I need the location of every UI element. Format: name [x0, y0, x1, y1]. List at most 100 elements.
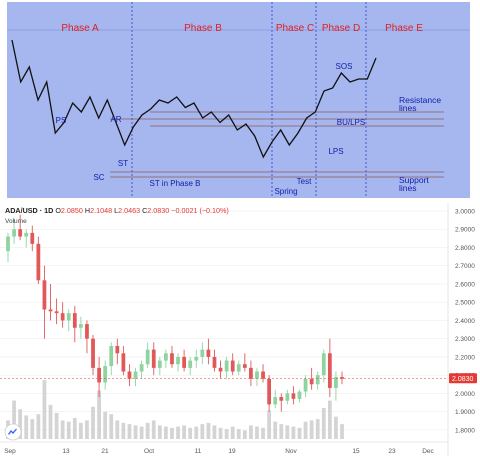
candle [291, 386, 296, 405]
event-label: BU/LPS [337, 118, 365, 127]
x-tick-label: Dec [422, 448, 434, 455]
resistance-label-line1: Resistance [399, 95, 441, 105]
x-tick-label: 19 [228, 448, 236, 455]
volume-bar [18, 409, 23, 439]
candle [170, 345, 174, 368]
candle [327, 338, 332, 398]
volume-bar [164, 426, 168, 439]
volume-bar [24, 415, 29, 439]
last-price-badge [449, 373, 477, 384]
event-label: ST in Phase B [150, 179, 201, 188]
candle [334, 371, 338, 401]
volume-bar [30, 419, 35, 439]
y-tick-label: 2.9000 [455, 227, 475, 234]
candle [133, 367, 138, 387]
volume-bar [194, 426, 199, 439]
volume-bar [91, 406, 95, 439]
volume-bar [315, 419, 320, 439]
candle [206, 338, 211, 365]
candle [224, 356, 229, 379]
volume-bar [139, 426, 144, 439]
volume-bar [157, 425, 162, 439]
event-label: SOS [336, 62, 353, 71]
volume-bar [236, 429, 241, 439]
volume-bar [42, 380, 47, 439]
volume-bar [255, 426, 259, 439]
y-tick-label: 2.3000 [455, 336, 475, 343]
event-label: SC [93, 173, 104, 182]
volume-bar [109, 414, 114, 439]
x-tick-label: Oct [144, 448, 154, 455]
resistance-label-line2: lines [399, 103, 416, 113]
candle [91, 335, 95, 376]
candle [212, 349, 217, 372]
volume-bar [212, 425, 217, 439]
volume-bar [151, 420, 156, 439]
x-tick-label: Nov [285, 448, 297, 455]
volume-bar [36, 414, 41, 439]
candle [236, 360, 241, 376]
volume-bar [267, 410, 272, 439]
volume-bar [115, 420, 120, 439]
volume-bar [334, 416, 338, 439]
event-label: AR [110, 115, 121, 124]
volume-bar [133, 425, 138, 439]
volume-bar [48, 404, 53, 439]
price-path [11, 39, 377, 159]
event-label: PS [56, 116, 67, 125]
candle [182, 349, 186, 372]
candle [42, 265, 47, 339]
svg-text:ADA/USD · 1D O2.0850 H2.1048: ADA/USD · 1D O2.0850 H2.1048 L2.0463 C2.… [5, 206, 229, 215]
phase-label: Phase C [276, 23, 314, 34]
phase-label: Phase B [184, 23, 222, 34]
candle [24, 229, 29, 248]
candle [194, 349, 199, 368]
volume-bar [309, 420, 314, 439]
candle [249, 360, 253, 387]
volume-bar [273, 421, 278, 439]
y-tick-label: 2.0000 [455, 391, 475, 398]
tradingview-logo[interactable] [4, 423, 22, 441]
volume-bar [303, 421, 308, 439]
candle [12, 218, 16, 244]
volume-bar [12, 400, 16, 439]
candle [200, 342, 205, 365]
last-price-label: 2.0830 [452, 376, 474, 383]
volume-bar [327, 400, 332, 439]
candle [139, 360, 144, 379]
candle [85, 320, 89, 354]
candle [188, 356, 193, 376]
volume-bar [60, 420, 65, 439]
candle [6, 232, 10, 263]
candle [30, 225, 35, 252]
candle [103, 360, 108, 390]
y-tick-label: 3.0000 [455, 209, 475, 216]
y-tick-label: 2.5000 [455, 300, 475, 307]
x-tick-label: 21 [101, 448, 109, 455]
candle [230, 353, 235, 376]
volume-bar [72, 417, 77, 439]
x-tick-label: 13 [62, 448, 70, 455]
candle [297, 389, 302, 403]
support-label-line2: lines [399, 183, 416, 193]
candle [176, 353, 180, 372]
volume-bar [103, 411, 108, 439]
volume-bar [121, 422, 126, 439]
candle [218, 360, 223, 379]
y-tick-label: 1.8000 [455, 427, 475, 434]
candle [255, 367, 259, 387]
candle [273, 389, 278, 408]
candle [115, 338, 120, 365]
schematic-background [7, 2, 470, 198]
candle [267, 375, 272, 412]
volume-bar [218, 427, 223, 439]
volume-bar [54, 412, 59, 439]
volume-bar [85, 420, 89, 439]
candle [60, 302, 65, 328]
phase-label: Phase E [385, 23, 423, 34]
volume-bar [206, 422, 211, 439]
candle [321, 349, 326, 383]
x-tick-label: 11 [195, 448, 202, 455]
volume-bar [279, 424, 284, 439]
candle [340, 371, 344, 385]
